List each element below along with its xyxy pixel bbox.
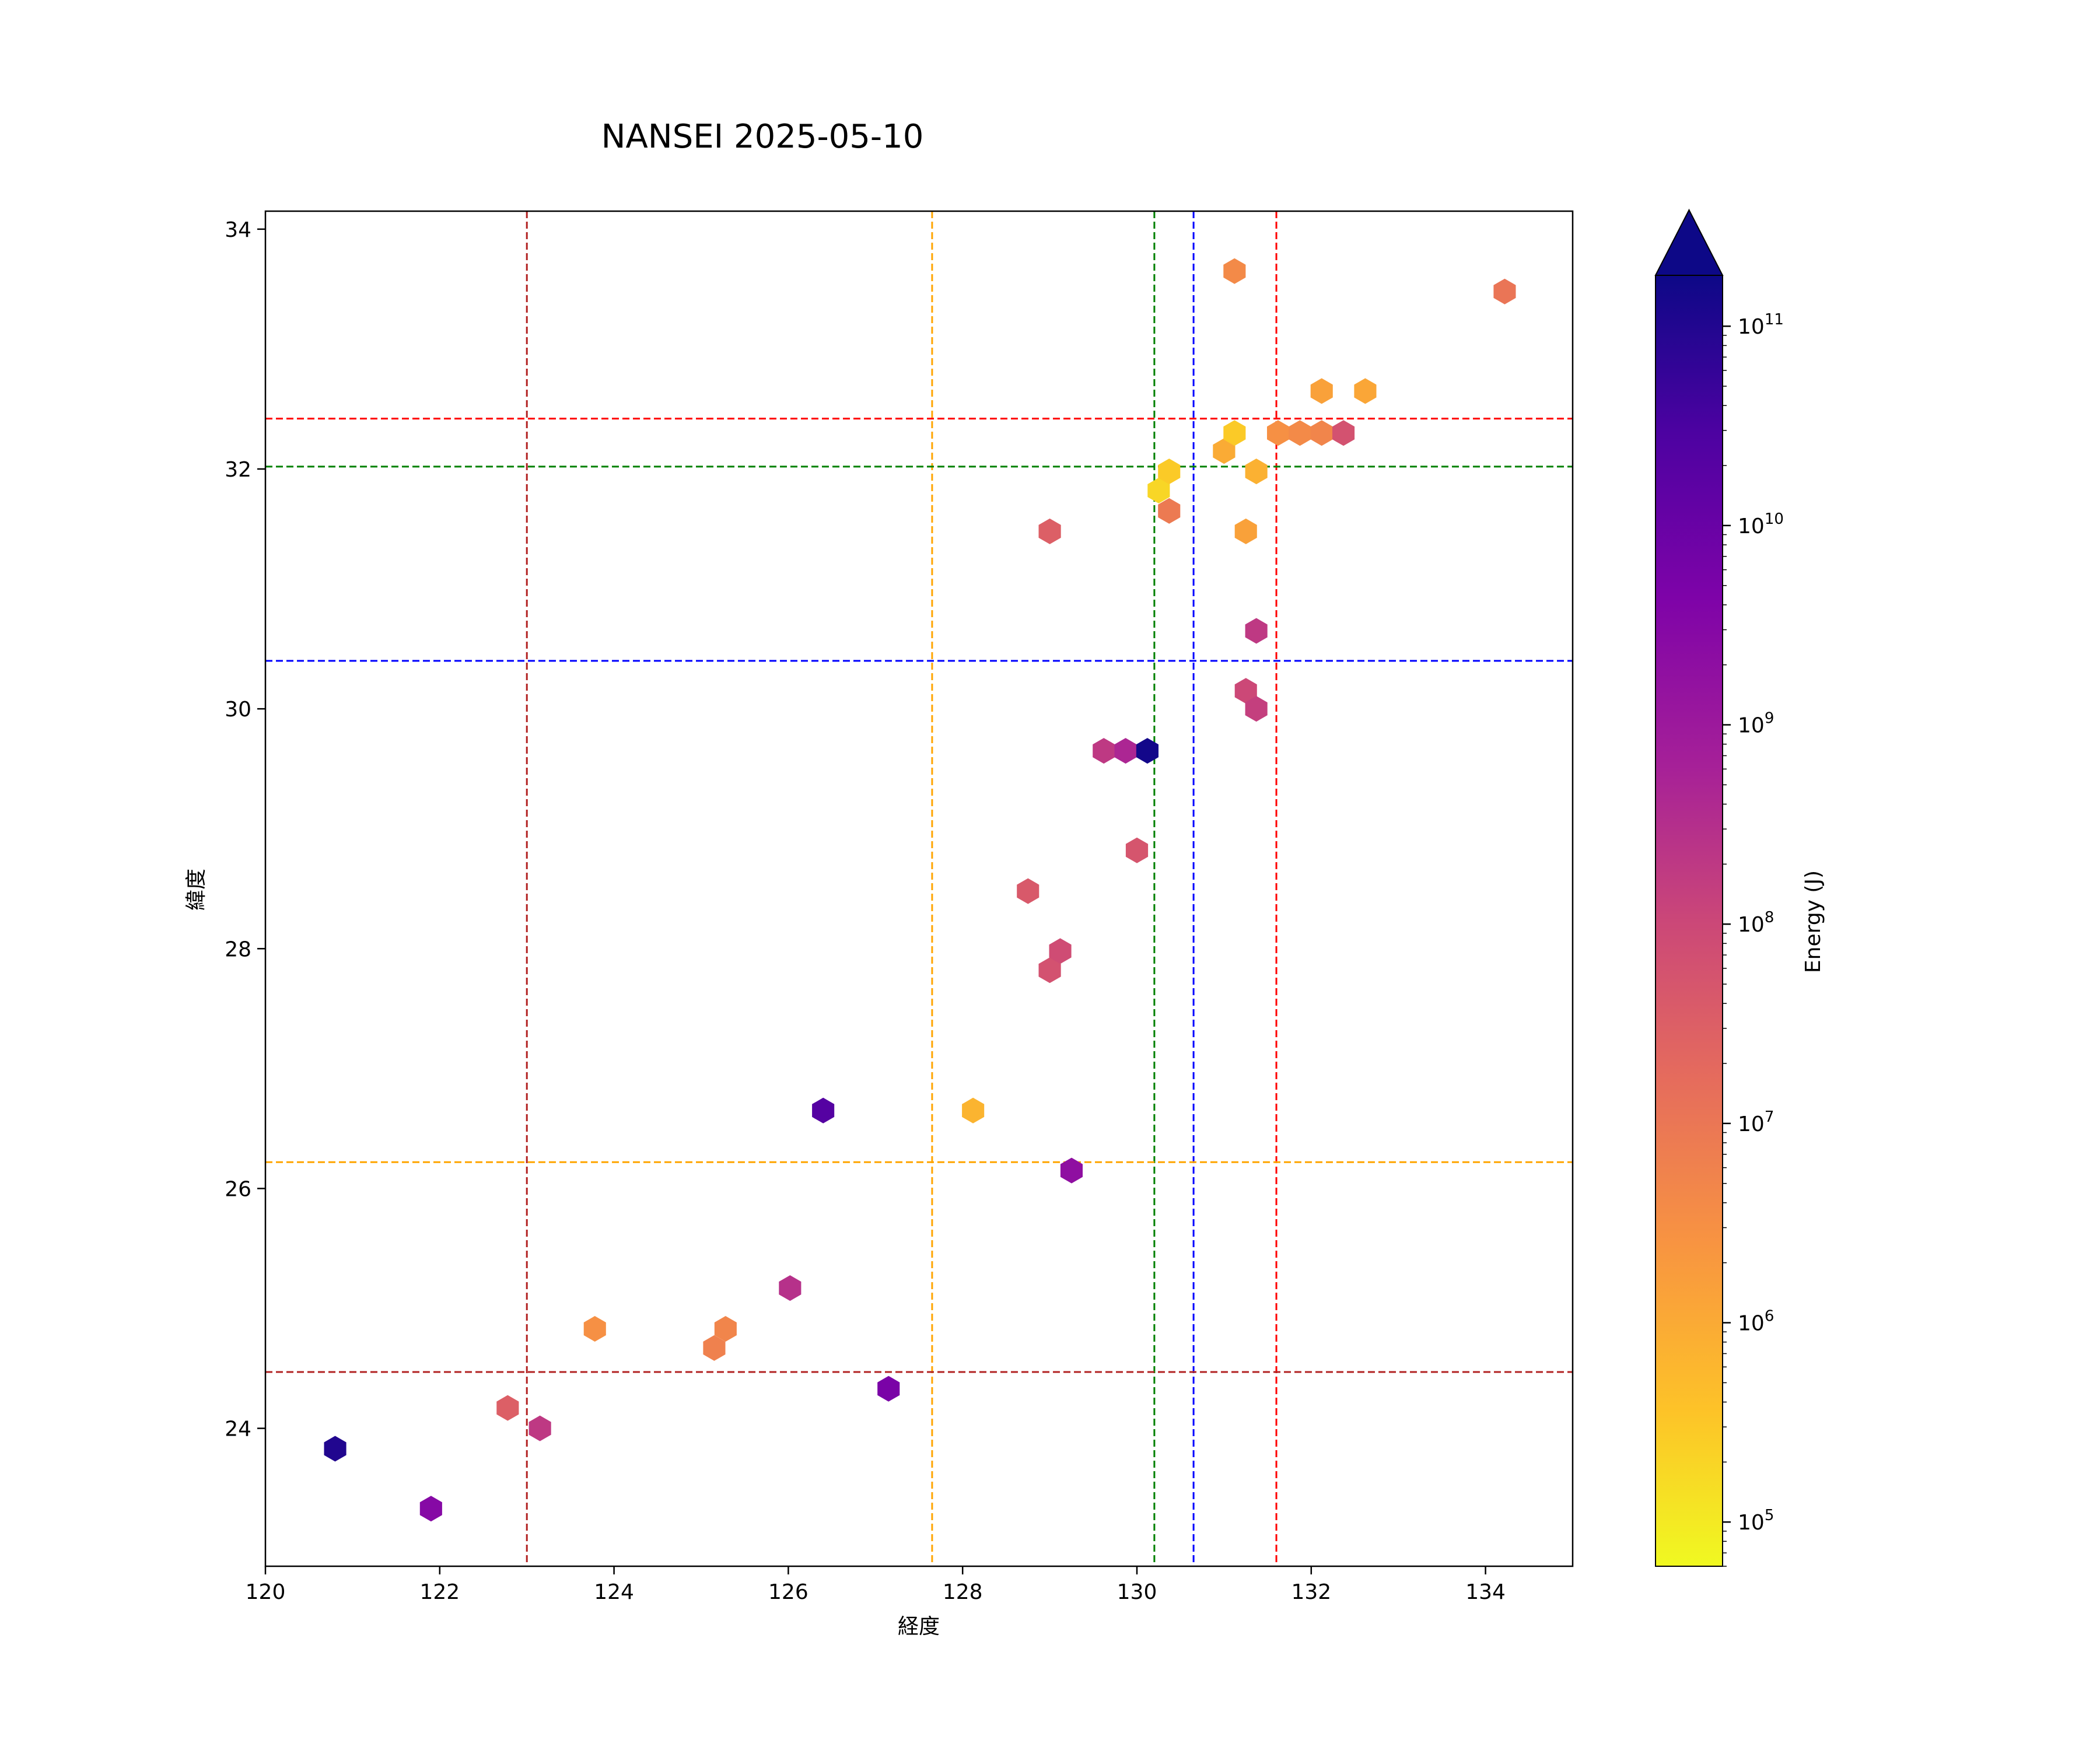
x-tick-label: 126 (768, 1580, 808, 1604)
y-tick-label: 24 (225, 1418, 251, 1441)
hex-point (1289, 420, 1311, 446)
data-hexes (324, 258, 1516, 1522)
hex-point (1310, 378, 1333, 404)
x-axis-label: 経度 (898, 1615, 940, 1639)
y-tick-label: 30 (225, 698, 251, 722)
reference-lines (265, 211, 1573, 1566)
hex-point (1017, 878, 1040, 904)
hex-point (496, 1395, 519, 1421)
hex-point (1060, 1157, 1083, 1184)
chart-title: NANSEI 2025-05-10 (601, 118, 924, 156)
hex-point (1332, 420, 1355, 446)
x-tick-label: 132 (1291, 1580, 1331, 1604)
hex-point (1049, 938, 1072, 964)
hex-point (1038, 957, 1061, 984)
hex-point (1245, 618, 1268, 644)
x-tick-label: 134 (1465, 1580, 1506, 1604)
hex-point (1158, 498, 1181, 524)
y-tick-label: 26 (225, 1177, 251, 1201)
hex-point (1136, 738, 1158, 764)
x-tick-label: 122 (419, 1580, 460, 1604)
hex-point (1038, 518, 1061, 544)
hex-point (1125, 837, 1149, 863)
hex-point (1213, 438, 1236, 464)
hex-point (812, 1097, 835, 1124)
x-tick-label: 128 (943, 1580, 983, 1604)
hex-point (877, 1376, 900, 1402)
hex-point (1234, 518, 1257, 544)
colorbar-tick-label: 105 (1738, 1507, 1774, 1535)
colorbar-ticks: 105 106 107 108 109 1010 1011 (1723, 311, 1784, 1567)
x-axis-ticks: 120 122 124 126 128 130 132 134 (246, 1566, 1506, 1604)
hex-point (324, 1436, 346, 1462)
colorbar-extend-arrow (1654, 208, 1724, 276)
plot-frame (264, 210, 1574, 1567)
colorbar-label: Energy (J) (1801, 870, 1825, 973)
hex-point (1245, 459, 1268, 485)
colorbar-tick-label: 1010 (1738, 510, 1784, 538)
y-tick-label: 28 (225, 937, 251, 961)
hex-point (1267, 420, 1290, 446)
x-tick-label: 124 (594, 1580, 634, 1604)
hex-point (1223, 420, 1246, 446)
hex-point (1493, 278, 1516, 304)
colorbar-tick-label: 108 (1738, 909, 1774, 937)
y-tick-label: 32 (225, 458, 251, 482)
y-axis-label: 緯度 (184, 869, 208, 911)
hex-point (1093, 738, 1115, 764)
hex-point (1158, 459, 1181, 485)
hex-point (583, 1316, 606, 1342)
hex-point (1114, 738, 1137, 764)
hex-point (1245, 696, 1268, 722)
hex-point (1223, 258, 1246, 284)
hex-point (1354, 378, 1377, 404)
y-tick-label: 34 (225, 218, 251, 242)
colorbar-tick-label: 107 (1738, 1108, 1774, 1136)
colorbar: 105 106 107 108 109 1010 1011 Energy (J) (1654, 208, 1825, 1567)
colorbar-gradient (1655, 275, 1723, 1567)
y-axis-ticks: 24 26 28 30 32 34 (225, 218, 265, 1441)
hex-point (419, 1496, 442, 1522)
colorbar-tick-label: 109 (1738, 710, 1774, 738)
colorbar-tick-label: 106 (1738, 1308, 1774, 1336)
hex-point (1147, 478, 1170, 503)
hex-point (1310, 420, 1333, 446)
colorbar-tick-label: 1011 (1738, 311, 1784, 339)
hex-point (962, 1097, 985, 1124)
hex-point (779, 1275, 802, 1301)
x-tick-label: 120 (246, 1580, 286, 1604)
hex-point (714, 1316, 737, 1342)
x-tick-label: 130 (1117, 1580, 1157, 1604)
hex-point (703, 1335, 726, 1361)
hex-point (1234, 678, 1257, 704)
hex-point (528, 1415, 551, 1441)
